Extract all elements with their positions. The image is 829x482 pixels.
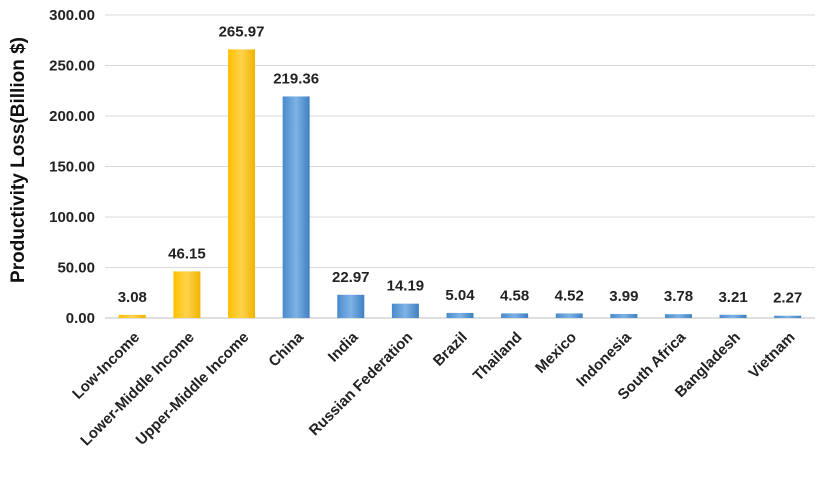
- x-tick-label: Russian Federation: [306, 329, 416, 439]
- y-tick-label: 50.00: [57, 260, 95, 277]
- data-label: 219.36: [273, 70, 319, 87]
- y-tick-label: 250.00: [49, 58, 95, 75]
- data-label: 3.78: [664, 288, 693, 305]
- bar-brazil: [446, 312, 474, 318]
- data-labels: 3.08 46.15 265.97 219.36 22.97 14.19 5.04 4.58 4…: [118, 23, 803, 306]
- data-label: 2.27: [773, 290, 802, 307]
- data-label: 22.97: [332, 269, 370, 286]
- data-label: 46.15: [168, 245, 206, 262]
- bar-mexico: [555, 313, 583, 318]
- data-label: 14.19: [387, 278, 425, 295]
- bar-bangladesh: [719, 314, 747, 318]
- x-tick-label: India: [325, 328, 362, 365]
- bar-upper-middle-income: [228, 49, 256, 318]
- bar-russian-federation: [391, 303, 419, 318]
- data-label: 3.21: [718, 289, 747, 306]
- y-tick-label: 100.00: [49, 209, 95, 226]
- bar-india: [337, 294, 365, 318]
- x-tick-label: Upper-Middle Income: [133, 329, 253, 449]
- y-axis-label: Productivity Loss(Billion $): [8, 37, 29, 283]
- bar-vietnam: [774, 315, 802, 318]
- x-tick-label: Mexico: [532, 329, 580, 377]
- x-tick-label: Thailand: [470, 329, 526, 385]
- data-label: 5.04: [445, 287, 475, 304]
- data-label: 3.99: [609, 288, 638, 305]
- y-tick-label: 0.00: [66, 310, 95, 327]
- data-label: 265.97: [219, 23, 265, 40]
- y-axis-ticks: 0.00 50.00 100.00 150.00 200.00 250.00 300.00: [49, 7, 95, 327]
- bar-low-income: [118, 314, 146, 318]
- y-tick-label: 150.00: [49, 159, 95, 176]
- bars: [118, 49, 802, 318]
- bar-south-africa: [664, 314, 692, 318]
- x-tick-label: Vietnam: [745, 329, 798, 382]
- y-tick-label: 200.00: [49, 108, 95, 125]
- gridlines: [105, 14, 815, 319]
- y-tick-label: 300.00: [49, 7, 95, 24]
- bar-china: [282, 96, 310, 318]
- data-label: 4.58: [500, 287, 529, 304]
- x-tick-label: Brazil: [430, 329, 471, 370]
- bar-thailand: [501, 313, 529, 318]
- data-label: 4.52: [555, 287, 584, 304]
- bar-lower-middle-income: [173, 271, 201, 318]
- x-tick-label: China: [265, 328, 307, 370]
- bar-indonesia: [610, 313, 638, 318]
- data-label: 3.08: [118, 289, 147, 306]
